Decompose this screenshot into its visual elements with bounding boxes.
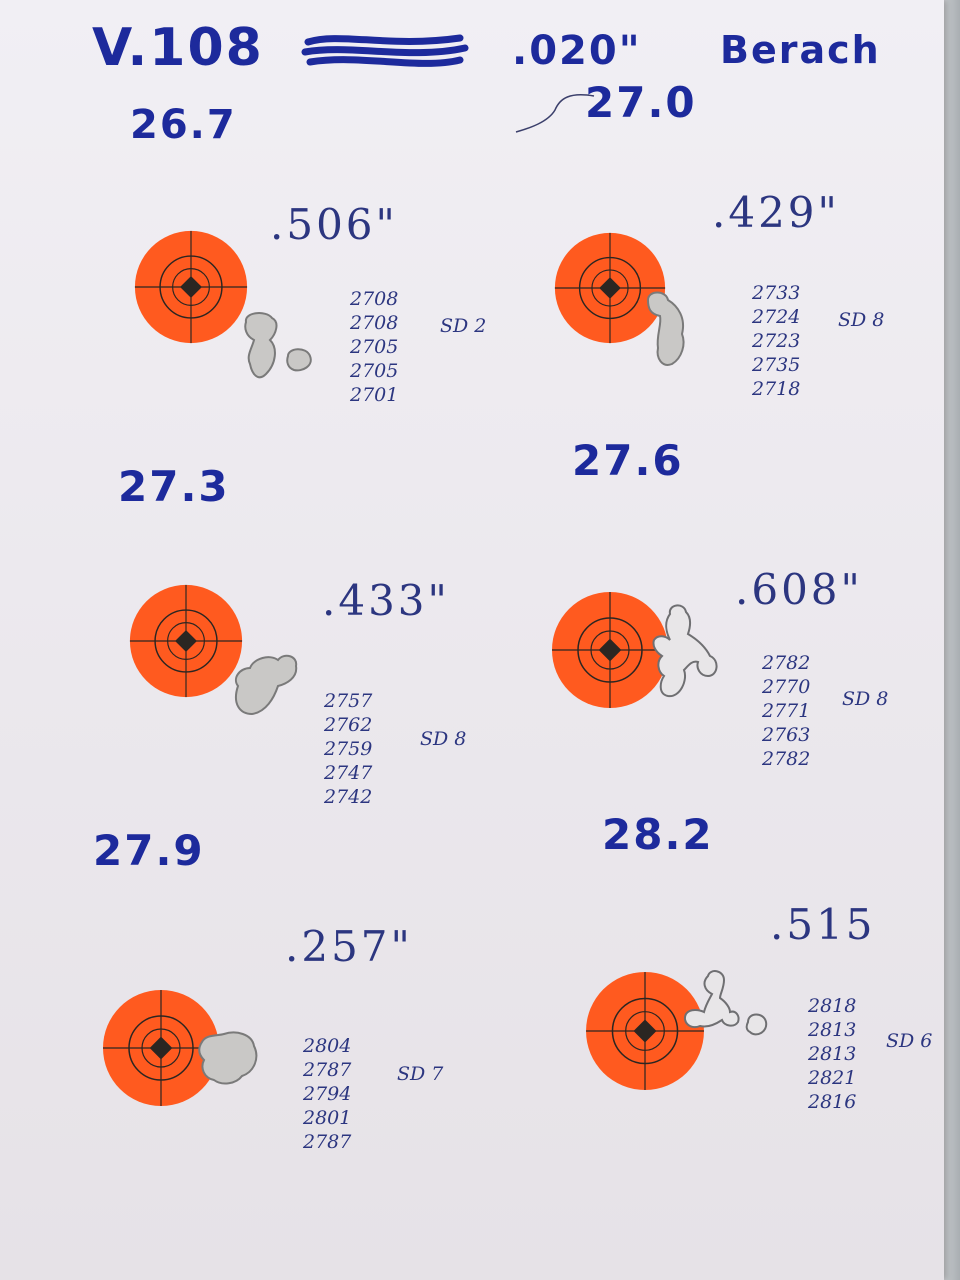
charge-weight: 26.7 (130, 102, 237, 148)
velocity: 2782 (762, 748, 811, 770)
velocity-list: 2708 2708 2705 2705 2701 (350, 287, 398, 407)
velocity: 2816 (808, 1091, 857, 1113)
group-size: .257" (285, 922, 413, 971)
charge-weight: 27.6 (572, 436, 684, 485)
velocity: 2742 (324, 786, 373, 808)
velocity: 2708 (350, 288, 399, 310)
bullet-holes (646, 291, 685, 366)
bullet-holes (198, 1031, 258, 1085)
seating-depth: .020" (512, 28, 642, 74)
velocity: 2818 (808, 995, 857, 1017)
standard-deviation: SD 7 (397, 1063, 444, 1085)
bullet-label: Berach (720, 28, 881, 72)
velocity: 2723 (752, 330, 801, 352)
velocity: 2705 (350, 360, 399, 382)
velocity: 2763 (762, 724, 811, 746)
velocity: 2747 (324, 762, 373, 784)
velocity: 2733 (752, 282, 801, 304)
velocity: 2813 (808, 1019, 857, 1041)
charge-weight: 27.3 (118, 462, 230, 511)
standard-deviation: SD 2 (440, 315, 487, 337)
velocity: 2787 (303, 1059, 352, 1081)
velocity: 2735 (752, 354, 801, 376)
group-size: .608" (735, 565, 863, 614)
bullet-holes (234, 654, 298, 716)
velocity: 2718 (752, 378, 801, 400)
velocity: 2821 (808, 1067, 857, 1089)
bullet-holes (684, 970, 768, 1036)
bullet-holes (652, 604, 718, 698)
velocity: 2794 (303, 1083, 352, 1105)
velocity: 2782 (762, 652, 811, 674)
velocity: 2759 (324, 738, 373, 760)
velocity: 2770 (762, 676, 811, 698)
velocity: 2771 (762, 700, 811, 722)
group-size: .506" (270, 200, 398, 249)
standard-deviation: SD 6 (886, 1030, 933, 1052)
velocity: 2708 (350, 312, 399, 334)
velocity: 2701 (350, 384, 399, 406)
charge-weight: 27.0 (585, 78, 697, 127)
standard-deviation: SD 8 (842, 688, 889, 710)
group-size: .515 (770, 900, 876, 949)
group-size: .433" (322, 576, 450, 625)
velocity: 2757 (324, 690, 373, 712)
group-size: .429" (712, 188, 840, 237)
bullet-holes (244, 312, 312, 379)
velocity: 2762 (324, 714, 373, 736)
load-title: V.108 (92, 18, 264, 78)
velocity: 2787 (303, 1131, 352, 1153)
velocity: 2801 (303, 1107, 352, 1129)
velocity: 2724 (752, 306, 801, 328)
load-name: V.108 (92, 18, 264, 78)
standard-deviation: SD 8 (420, 728, 467, 750)
target-sticker (133, 229, 249, 345)
redaction-scribble (301, 34, 469, 67)
standard-deviation: SD 8 (838, 309, 885, 331)
velocity: 2705 (350, 336, 399, 358)
velocity: 2813 (808, 1043, 857, 1065)
velocity-list: 2757 2762 2759 2747 2742 (324, 689, 372, 809)
velocity: 2804 (303, 1035, 352, 1057)
velocity-list: 2782 2770 2771 2763 2782 (762, 651, 810, 771)
velocity-list: 2804 2787 2794 2801 2787 (303, 1034, 351, 1154)
velocity-list: 2818 2813 2813 2821 2816 (808, 994, 856, 1114)
pen-stroke (515, 94, 595, 133)
charge-weight: 27.9 (93, 826, 205, 875)
charge-weight: 28.2 (602, 810, 714, 859)
velocity-list: 2733 2724 2723 2735 2718 (752, 281, 800, 401)
